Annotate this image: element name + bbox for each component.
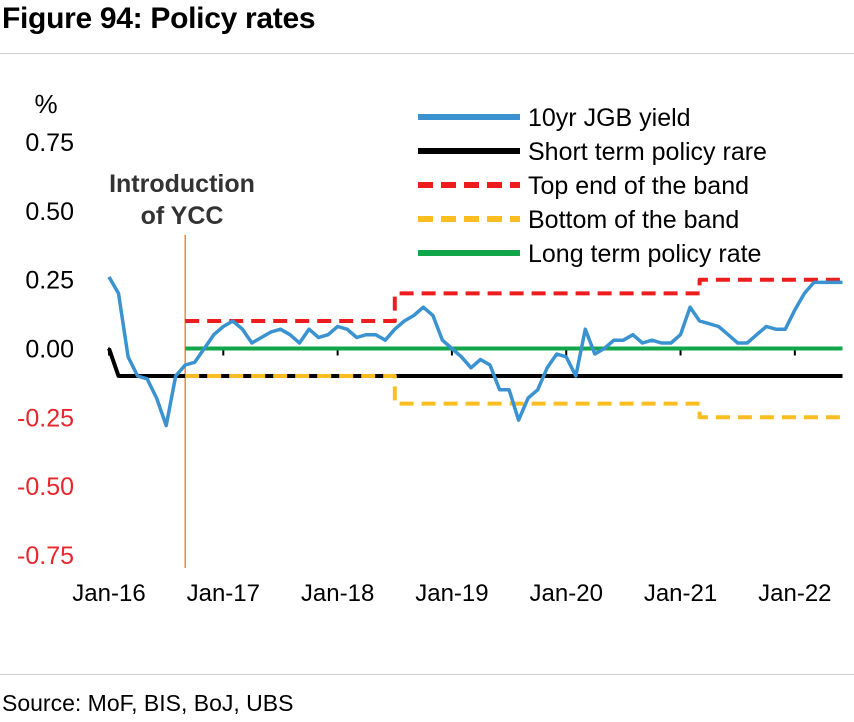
series-line-short-term: [107, 347, 843, 378]
y-tick-label: 0.00: [25, 336, 74, 364]
y-tick-label: -0.75: [17, 542, 74, 570]
source-note: Source: MoF, BIS, BoJ, UBS: [2, 690, 294, 716]
annotation-text: Introduction: [109, 170, 255, 198]
x-tick-label: Jan-20: [530, 580, 603, 607]
y-tick-label: -0.25: [17, 404, 74, 432]
legend-label: Long term policy rate: [528, 240, 761, 268]
legend-label: 10yr JGB yield: [528, 104, 691, 132]
x-tick-label: Jan-19: [415, 580, 488, 607]
series-line-top-band: [185, 277, 843, 323]
legend-label: Top end of the band: [528, 172, 749, 200]
y-tick-label: 0.50: [25, 198, 74, 226]
series-line-bottom-band: [185, 374, 843, 420]
x-tick-label: Jan-22: [758, 580, 831, 607]
x-tick-label: Jan-16: [72, 580, 145, 607]
series-line-jgb: [107, 276, 843, 428]
top-rule: [0, 53, 854, 54]
x-tick-label: Jan-18: [301, 580, 374, 607]
figure-title: Figure 94: Policy rates: [2, 2, 316, 35]
legend-label: Bottom of the band: [528, 206, 739, 234]
bottom-rule: [0, 674, 854, 675]
annotation-text: of YCC: [141, 202, 224, 230]
y-tick-label: 0.75: [25, 129, 74, 157]
y-axis-label: %: [34, 89, 57, 119]
y-tick-label: -0.50: [17, 473, 74, 501]
y-tick-label: 0.25: [25, 267, 74, 295]
x-tick-label: Jan-17: [187, 580, 260, 607]
legend-label: Short term policy rare: [528, 138, 767, 166]
x-tick-label: Jan-21: [644, 580, 717, 607]
